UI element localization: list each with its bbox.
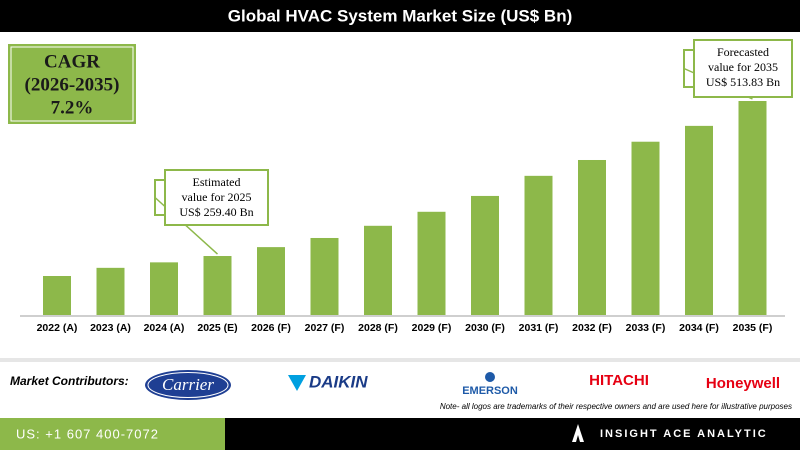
- value-label: US$ 513.83 Bn: [706, 75, 780, 89]
- contributors-label: Market Contributors:: [10, 374, 129, 388]
- bar: [310, 237, 339, 315]
- x-tick-label: 2029 (F): [412, 322, 452, 334]
- x-tick-label: 2028 (F): [358, 322, 398, 334]
- note: Note- all logos are trademarks of their …: [440, 402, 792, 411]
- annotation-text: Forecasted: [717, 45, 769, 59]
- x-tick-label: 2033 (F): [626, 322, 666, 334]
- logo-text: EMERSON: [462, 385, 518, 397]
- title: Global HVAC System Market Size (US$ Bn): [228, 6, 573, 25]
- x-tick-label: 2024 (A): [144, 322, 185, 334]
- carrier-ring: [147, 372, 229, 398]
- bar: [96, 267, 125, 315]
- brand-bar: [225, 418, 800, 450]
- annotation-text: value for 2025: [182, 190, 252, 204]
- bar: [524, 175, 553, 315]
- separator: [0, 358, 800, 362]
- x-tick-label: 2025 (E): [197, 322, 237, 334]
- emerson-mark: [485, 372, 495, 382]
- logo-text: Carrier: [162, 375, 214, 394]
- annotation-text: Estimated: [193, 175, 241, 189]
- logo-text: DAIKIN: [309, 372, 368, 391]
- bar: [685, 125, 713, 315]
- bar: [203, 256, 232, 315]
- x-tick-label: 2031 (F): [519, 322, 559, 334]
- cagr-label: CAGR: [44, 51, 100, 72]
- daikin-mark: [288, 375, 306, 391]
- x-tick-label: 2023 (A): [90, 322, 131, 334]
- bar: [631, 141, 660, 315]
- brand-mark: [572, 424, 584, 442]
- logo-text: HITACHI: [589, 372, 649, 389]
- phone-bar: [0, 418, 225, 450]
- bar: [471, 195, 499, 315]
- header-bar: [0, 0, 800, 32]
- phone: US: +1 607 400-7072: [16, 426, 159, 441]
- bar: [257, 247, 285, 315]
- bar: [43, 276, 71, 315]
- callout-box: [164, 169, 269, 226]
- brand: INSIGHT ACE ANALYTIC: [600, 428, 768, 440]
- bar: [417, 211, 446, 315]
- x-tick-label: 2022 (A): [37, 322, 78, 334]
- bar: [150, 262, 178, 315]
- bar: [364, 225, 392, 315]
- cagr-period: (2026-2035): [25, 74, 120, 95]
- annotation-text: value for 2035: [708, 60, 778, 74]
- x-tick-label: 2032 (F): [572, 322, 612, 334]
- cagr-border: [10, 46, 134, 122]
- cagr-value: 7.2%: [51, 97, 94, 118]
- bar: [578, 159, 606, 315]
- carrier-logo: [145, 370, 231, 400]
- cagr-box: [8, 44, 136, 124]
- callout-box: [693, 39, 793, 98]
- x-tick-label: 2026 (F): [251, 322, 291, 334]
- x-tick-label: 2027 (F): [305, 322, 345, 334]
- x-tick-label: 2035 (F): [733, 322, 773, 334]
- bar: [738, 101, 767, 315]
- value-label: US$ 259.40 Bn: [179, 205, 253, 219]
- logo-text: Honeywell: [706, 375, 780, 392]
- x-tick-label: 2034 (F): [679, 322, 719, 334]
- x-tick-label: 2030 (F): [465, 322, 505, 334]
